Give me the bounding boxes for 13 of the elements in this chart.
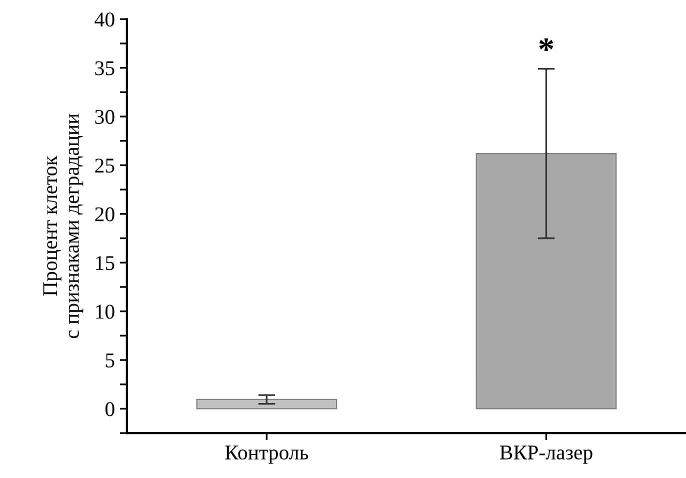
- y-tick-label: 0: [105, 402, 114, 416]
- x-tick-label: ВКР-лазер: [500, 446, 592, 464]
- y-tick-label: 10: [96, 304, 114, 319]
- y-tick-label: 35: [95, 61, 114, 76]
- y-tick-label: 20: [95, 207, 114, 222]
- y-tick-label: 40: [94, 12, 114, 27]
- y-axis-title: Процент клеток с признаками деградации: [43, 114, 84, 338]
- x-tick-label: Контроль: [225, 446, 308, 464]
- y-tick-label: 5: [106, 354, 114, 368]
- annotation: *: [539, 38, 554, 51]
- y-tick-label: 25: [95, 158, 114, 173]
- y-tick-label: 30: [95, 110, 114, 124]
- y-tick-label: 15: [96, 256, 114, 270]
